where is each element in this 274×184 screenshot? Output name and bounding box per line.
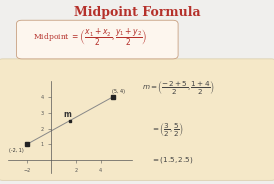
Text: m: m (64, 110, 72, 119)
Text: (5, 4): (5, 4) (112, 89, 125, 94)
Text: Midpoint Formula: Midpoint Formula (74, 6, 200, 19)
Text: (-2, 1): (-2, 1) (10, 148, 24, 153)
Text: $m=\left(\dfrac{-2+5}{2},\dfrac{1+4}{2}\right)$: $m=\left(\dfrac{-2+5}{2},\dfrac{1+4}{2}\… (142, 79, 216, 96)
Text: Midpoint $= \left(\dfrac{x_1+x_2}{2},\dfrac{y_1+y_2}{2}\right)$: Midpoint $= \left(\dfrac{x_1+x_2}{2},\df… (33, 27, 147, 48)
Text: $=(1.5,2.5)$: $=(1.5,2.5)$ (151, 155, 194, 164)
Text: $=\left(\dfrac{3}{2},\dfrac{5}{2}\right)$: $=\left(\dfrac{3}{2},\dfrac{5}{2}\right)… (151, 121, 184, 137)
